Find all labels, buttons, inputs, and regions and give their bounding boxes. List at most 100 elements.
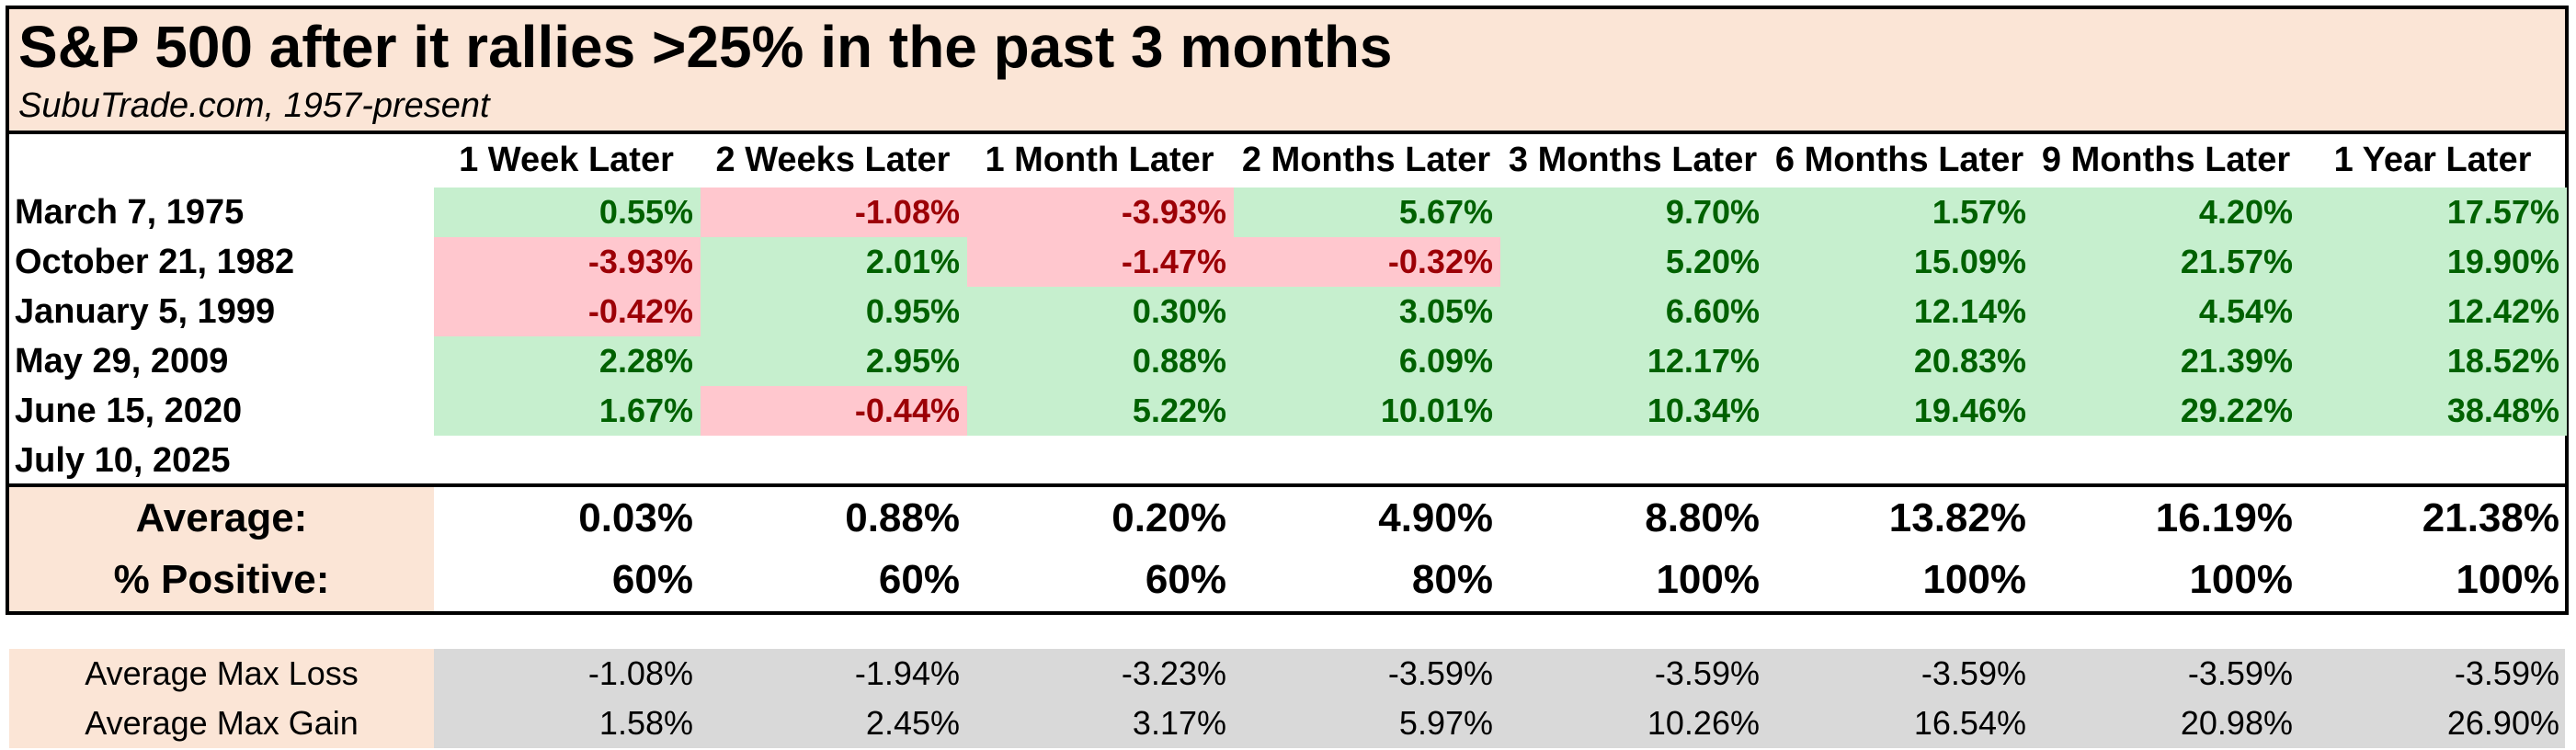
row-date-label: June 15, 2020 (15, 392, 243, 430)
return-cell: -1.08% (701, 188, 967, 237)
avg_max_gain-value: 3.17% (1132, 704, 1226, 742)
row-date-label: January 5, 1999 (15, 292, 276, 331)
avg_max_gain-value: 5.97% (1398, 704, 1493, 742)
return-cell: -0.44% (701, 386, 967, 436)
percent_positive-value: 100% (2456, 557, 2559, 602)
avg_max_gain-value: 10.26% (1647, 704, 1760, 742)
return-cell: 15.09% (1767, 237, 2034, 287)
table-subtitle: SubuTrade.com, 1957-present (18, 86, 490, 125)
percent_positive-value: 80% (1411, 557, 1493, 602)
avg_max_gain-value: 2.45% (865, 704, 960, 742)
avg_max_gain-value: 20.98% (2180, 704, 2293, 742)
row-date-label: October 21, 1982 (15, 243, 295, 281)
summary-label-background (9, 487, 434, 611)
return-cell: 4.54% (2034, 287, 2300, 336)
return-cell: 0.30% (967, 287, 1234, 336)
avg_max_loss-label-background (9, 649, 434, 699)
average-value: 16.19% (2155, 495, 2293, 540)
percent_positive-value: 100% (2189, 557, 2293, 602)
return-cell: 38.48% (2300, 386, 2567, 436)
summary-divider (9, 483, 2565, 487)
avg_max_loss-value: -3.59% (1387, 654, 1493, 692)
column-header: 1 Week Later (459, 141, 674, 179)
return-cell: 18.52% (2300, 336, 2567, 386)
avg_max_loss-value: -3.59% (1921, 654, 2026, 692)
return-cell: 2.01% (701, 237, 967, 287)
title-banner: S&P 500 after it rallies >25% in the pas… (9, 9, 2565, 131)
avg_max_loss-value: -3.59% (1654, 654, 1760, 692)
return-cell: 1.67% (434, 386, 701, 436)
return-cell: -0.32% (1234, 237, 1500, 287)
return-cell: 20.83% (1767, 336, 2034, 386)
average-label: Average: (135, 495, 308, 540)
return-cell: 5.22% (967, 386, 1234, 436)
header-divider (9, 131, 2565, 134)
column-header: 2 Months Later (1241, 141, 1491, 179)
row-date-label: March 7, 1975 (15, 193, 245, 232)
avg_max_loss-value: -1.94% (854, 654, 960, 692)
row-date-label: May 29, 2009 (15, 342, 229, 381)
return-cell: 19.90% (2300, 237, 2567, 287)
table-title: S&P 500 after it rallies >25% in the pas… (18, 14, 1393, 80)
percent_positive-label: % Positive: (113, 557, 330, 602)
return-cell: 6.60% (1500, 287, 1767, 336)
return-cell: 0.95% (701, 287, 967, 336)
return-cell: 6.09% (1234, 336, 1500, 386)
column-header: 3 Months Later (1508, 141, 1758, 179)
percent_positive-value: 60% (878, 557, 960, 602)
avg_max_loss-row-background (434, 649, 2565, 699)
return-cell: 12.17% (1500, 336, 1767, 386)
avg_max_gain-value: 26.90% (2446, 704, 2559, 742)
return-cell: 12.42% (2300, 287, 2567, 336)
return-cell: 2.95% (701, 336, 967, 386)
return-cell: 29.22% (2034, 386, 2300, 436)
avg_max_loss-label: Average Max Loss (85, 654, 359, 692)
return-cell: 10.34% (1500, 386, 1767, 436)
return-cell: 5.20% (1500, 237, 1767, 287)
return-cell: 1.57% (1767, 188, 2034, 237)
avg_max_loss-value: -3.23% (1121, 654, 1226, 692)
average-value: 0.03% (578, 495, 693, 540)
average-value: 0.20% (1111, 495, 1226, 540)
row-date-label: July 10, 2025 (15, 441, 231, 480)
percent_positive-value: 100% (1922, 557, 2026, 602)
avg_max_gain-label: Average Max Gain (85, 704, 359, 742)
average-value: 21.38% (2422, 495, 2559, 540)
return-cell: -3.93% (967, 188, 1234, 237)
return-cell: 17.57% (2300, 188, 2567, 237)
table-frame (6, 6, 2569, 615)
column-header: 6 Months Later (1774, 141, 2024, 179)
average-value: 13.82% (1888, 495, 2026, 540)
column-header: 1 Month Later (985, 141, 1214, 179)
percent_positive-value: 60% (1145, 557, 1226, 602)
avg_max_gain-value: 16.54% (1913, 704, 2026, 742)
return-cell: 19.46% (1767, 386, 2034, 436)
avg_max_gain-row-background (434, 699, 2565, 748)
column-header: 1 Year Later (2333, 141, 2532, 179)
return-cell: 21.57% (2034, 237, 2300, 287)
avg_max_gain-label-background (9, 699, 434, 748)
average-value: 4.90% (1378, 495, 1493, 540)
return-cell: -1.47% (967, 237, 1234, 287)
column-header: 2 Weeks Later (715, 141, 951, 179)
return-cell: -0.42% (434, 287, 701, 336)
return-cell: 9.70% (1500, 188, 1767, 237)
average-value: 0.88% (845, 495, 960, 540)
return-cell: 0.88% (967, 336, 1234, 386)
percent_positive-value: 100% (1656, 557, 1760, 602)
return-cell: 4.20% (2034, 188, 2300, 237)
return-cell: 0.55% (434, 188, 701, 237)
return-cell: -3.93% (434, 237, 701, 287)
percent_positive-value: 60% (611, 557, 693, 602)
return-cell: 5.67% (1234, 188, 1500, 237)
return-cell: 10.01% (1234, 386, 1500, 436)
avg_max_loss-value: -3.59% (2454, 654, 2559, 692)
avg_max_loss-value: -3.59% (2187, 654, 2293, 692)
avg_max_loss-value: -1.08% (587, 654, 693, 692)
return-cell: 3.05% (1234, 287, 1500, 336)
avg_max_gain-value: 1.58% (598, 704, 693, 742)
average-value: 8.80% (1645, 495, 1760, 540)
return-cell: 2.28% (434, 336, 701, 386)
column-header: 9 Months Later (2041, 141, 2291, 179)
return-cell: 21.39% (2034, 336, 2300, 386)
